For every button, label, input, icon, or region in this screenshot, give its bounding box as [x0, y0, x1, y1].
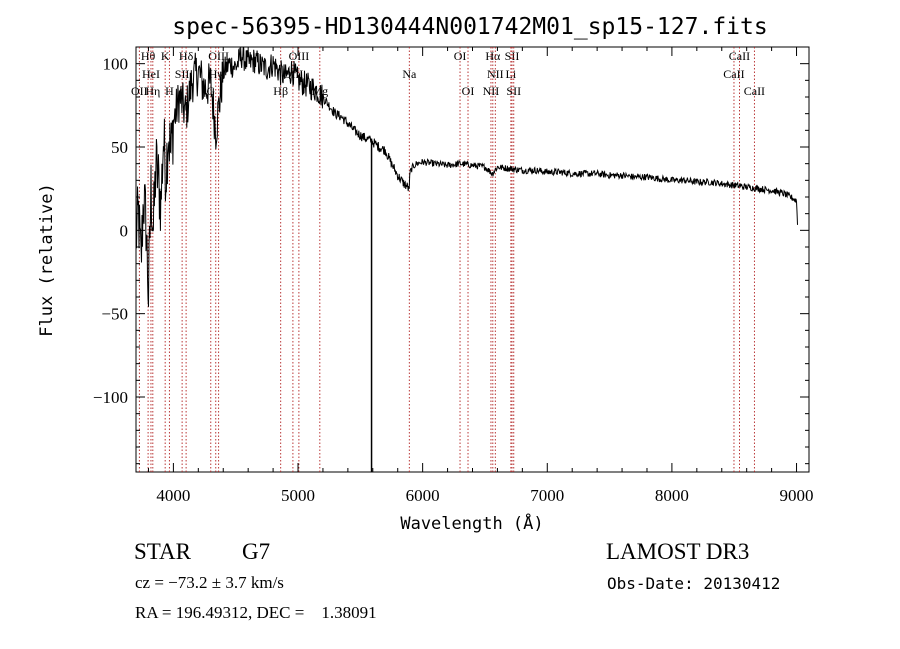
object-class: STAR [134, 539, 191, 564]
plot-frame [135, 46, 810, 473]
marker-label-8: CaII [729, 49, 750, 63]
marker-label-3: OIII [208, 49, 229, 63]
marker-label-21: Hβ [273, 84, 288, 98]
x-tick-label-2: 6000 [406, 486, 440, 505]
marker-label-2: Hδ [179, 49, 194, 63]
subclass: G7 [242, 539, 271, 564]
marker-label-14: NII [487, 67, 504, 81]
y-tick-label-3: 50 [111, 138, 128, 157]
marker-label-4: OIII [289, 49, 310, 63]
marker-label-6: Hα [485, 49, 501, 63]
marker-label-19: H [165, 84, 174, 98]
marker-label-5: OI [454, 49, 467, 63]
marker-label-16: CaII [723, 67, 744, 81]
marker-label-26: CaII [744, 84, 765, 98]
marker-label-17: OII [131, 84, 148, 98]
x-tick-label-0: 4000 [156, 486, 190, 505]
y-tick-label-1: −50 [101, 305, 128, 324]
axis-ticks: 4000 5000 6000 7000 8000 9000 −100 −50 0 50 100 [93, 47, 814, 505]
y-axis-label: Flux (relative) [37, 183, 57, 337]
marker-label-0: Hθ [141, 49, 156, 63]
chart-title: spec-56395-HD130444N001742M01_sp15-127.f… [172, 14, 767, 40]
survey-name: LAMOST DR3 [606, 539, 750, 564]
marker-label-18: Hη [145, 84, 160, 98]
y-tick-label-4: 100 [103, 55, 129, 74]
marker-label-1: K [161, 49, 170, 63]
x-tick-label-5: 9000 [780, 486, 814, 505]
y-tick-label-0: −100 [93, 388, 128, 407]
marker-label-15: Li [506, 67, 517, 81]
coordinates: RA = 196.49312, DEC = 1.38091 [135, 603, 377, 622]
redshift-readout: cz = −73.2 ± 3.7 km/s [135, 573, 284, 592]
x-tick-label-4: 8000 [655, 486, 689, 505]
marker-label-10: SII [175, 67, 190, 81]
marker-label-13: Na [402, 67, 417, 81]
x-axis-label: Wavelength (Å) [400, 512, 543, 534]
obs-date: Obs-Date: 20130412 [607, 574, 781, 593]
marker-label-24: NII [483, 84, 500, 98]
marker-label-23: OI [462, 84, 475, 98]
marker-label-25: SII [506, 84, 521, 98]
x-tick-label-1: 5000 [281, 486, 315, 505]
x-tick-label-3: 7000 [530, 486, 564, 505]
marker-label-11: Hγ [209, 67, 224, 81]
flux-series [135, 46, 798, 472]
marker-label-7: SII [505, 49, 520, 63]
marker-label-9: HeI [142, 67, 160, 81]
flux-line [135, 46, 798, 307]
y-tick-label-2: 0 [120, 221, 129, 240]
